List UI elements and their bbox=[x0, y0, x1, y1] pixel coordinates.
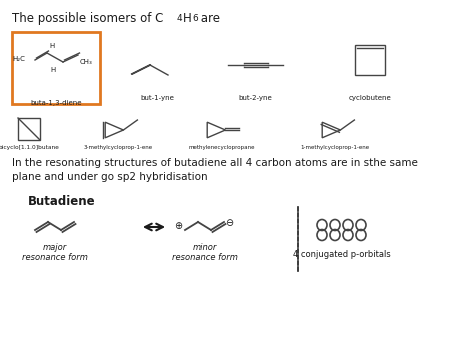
Text: In the resonating structures of butadiene all 4 carbon atoms are in sthe same: In the resonating structures of butadien… bbox=[12, 158, 418, 168]
Text: but-2-yne: but-2-yne bbox=[238, 95, 272, 101]
Text: H: H bbox=[51, 67, 56, 73]
Text: 6: 6 bbox=[192, 14, 198, 23]
Text: cyclobutene: cyclobutene bbox=[348, 95, 392, 101]
Bar bbox=[18, 118, 40, 140]
Text: H: H bbox=[183, 12, 192, 25]
Text: buta-1,3-diene: buta-1,3-diene bbox=[30, 100, 82, 106]
Bar bbox=[12, 32, 100, 104]
Text: Butadiene: Butadiene bbox=[28, 195, 96, 208]
Text: The possible isomers of C: The possible isomers of C bbox=[12, 12, 164, 25]
Text: 3-methylcycloprop-1-ene: 3-methylcycloprop-1-ene bbox=[83, 145, 153, 150]
Bar bbox=[355, 45, 385, 75]
Text: are: are bbox=[197, 12, 220, 25]
Text: CH₃: CH₃ bbox=[80, 59, 93, 65]
Text: H: H bbox=[49, 43, 54, 49]
Text: plane and under go sp2 hybridisation: plane and under go sp2 hybridisation bbox=[12, 172, 208, 182]
Text: ⊕: ⊕ bbox=[174, 221, 182, 231]
Text: methylenecyclopropane: methylenecyclopropane bbox=[189, 145, 255, 150]
Text: H₂C: H₂C bbox=[12, 56, 25, 62]
Text: but-1-yne: but-1-yne bbox=[140, 95, 174, 101]
Text: 4 conjugated p-orbitals: 4 conjugated p-orbitals bbox=[293, 250, 391, 259]
Text: 1-methylcycloprop-1-ene: 1-methylcycloprop-1-ene bbox=[301, 145, 370, 150]
Text: minor
resonance form: minor resonance form bbox=[172, 243, 238, 262]
Text: ⊖: ⊖ bbox=[225, 218, 233, 228]
Text: 4: 4 bbox=[177, 14, 182, 23]
Text: major
resonance form: major resonance form bbox=[22, 243, 88, 262]
Text: bicyclo[1.1.0]butane: bicyclo[1.1.0]butane bbox=[0, 145, 59, 150]
